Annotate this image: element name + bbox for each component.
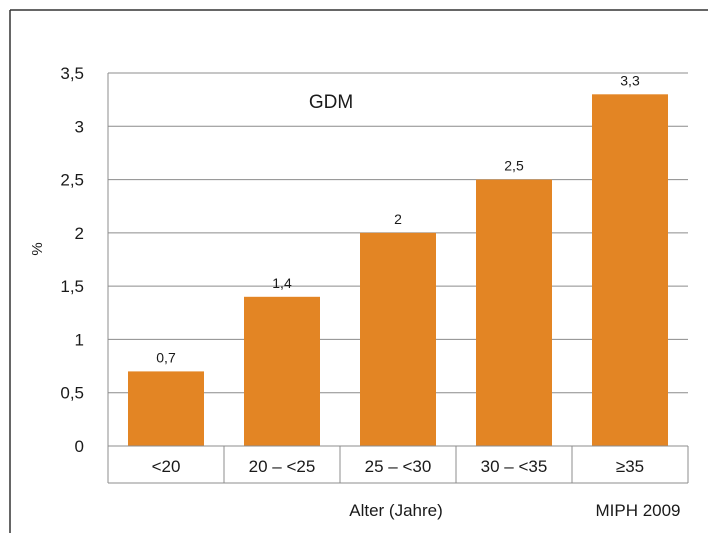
y-tick-label: 2,5 [60,171,84,190]
x-tick-label: 20 – <25 [249,457,316,476]
bar-value-label: 2,5 [504,158,524,174]
x-tick-label: 25 – <30 [365,457,432,476]
x-axis-label: Alter (Jahre) [349,501,443,520]
x-tick-label: ≥35 [616,457,644,476]
y-tick-label: 3 [75,117,84,136]
chart-title: GDM [309,92,353,113]
bar [128,371,204,446]
bar-value-label: 3,3 [620,72,640,88]
y-axis-label: % [29,242,46,255]
x-tick-label: <20 [152,457,181,476]
bars [128,94,668,447]
bar [244,296,320,446]
value-labels: 0,7 1,4 2 2,5 3,3 [156,72,640,365]
y-tick-label: 0 [75,437,84,456]
y-tick-label: 2 [75,224,84,243]
bar [360,232,436,446]
bar-value-label: 0,7 [156,349,176,365]
x-axis: <20 20 – <25 25 – <30 30 – <35 ≥35 [107,445,689,484]
y-tick-label: 1,5 [60,277,84,296]
bar-value-label: 1,4 [272,275,292,291]
bar [476,179,552,447]
y-tick-label: 3,5 [60,64,84,83]
bar-value-label: 2 [394,211,402,227]
x-tick-label: 30 – <35 [481,457,548,476]
y-tick-label: 1 [75,330,84,349]
y-tick-labels: 0 0,5 1 1,5 2 2,5 3 3,5 [60,64,84,456]
y-tick-label: 0,5 [60,384,84,403]
source-label: MIPH 2009 [595,501,680,520]
bar [592,94,668,447]
